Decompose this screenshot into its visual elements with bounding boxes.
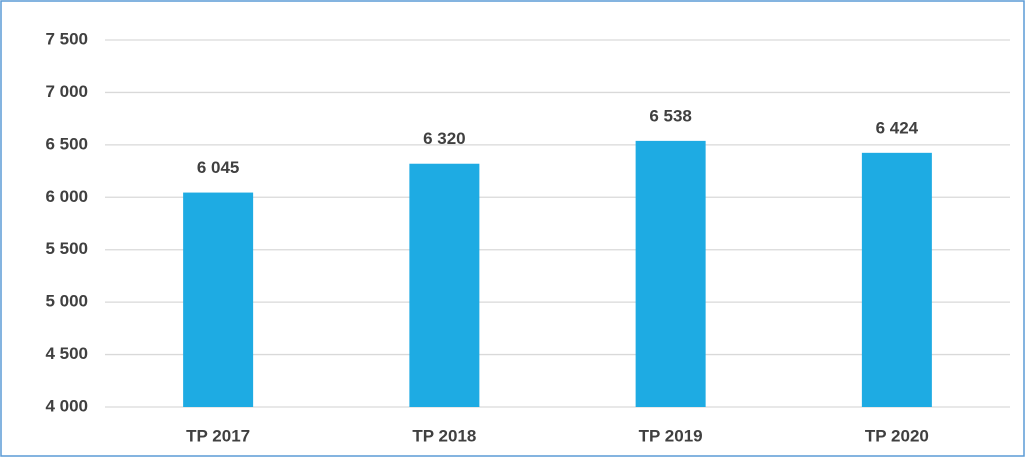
bar — [635, 140, 706, 408]
x-tick-label: TP 2019 — [639, 426, 703, 445]
y-tick-label: 7 500 — [45, 29, 88, 48]
x-tick-label: TP 2017 — [186, 426, 250, 445]
y-tick-label: 5 000 — [45, 292, 88, 311]
y-tick-label: 6 000 — [45, 187, 88, 206]
value-label: 6 424 — [876, 118, 919, 137]
y-tick-label: 7 000 — [45, 82, 88, 101]
value-label: 6 538 — [649, 106, 692, 125]
y-tick-label: 6 500 — [45, 134, 88, 153]
value-label: 6 045 — [197, 158, 240, 177]
y-tick-label: 5 500 — [45, 239, 88, 258]
y-tick-label: 4 000 — [45, 396, 88, 415]
x-tick-label: TP 2018 — [412, 426, 476, 445]
bar — [183, 192, 254, 407]
x-tick-label: TP 2020 — [865, 426, 929, 445]
value-label: 6 320 — [423, 129, 466, 148]
y-tick-label: 4 500 — [45, 344, 88, 363]
bar — [861, 152, 932, 407]
bar — [409, 163, 480, 407]
